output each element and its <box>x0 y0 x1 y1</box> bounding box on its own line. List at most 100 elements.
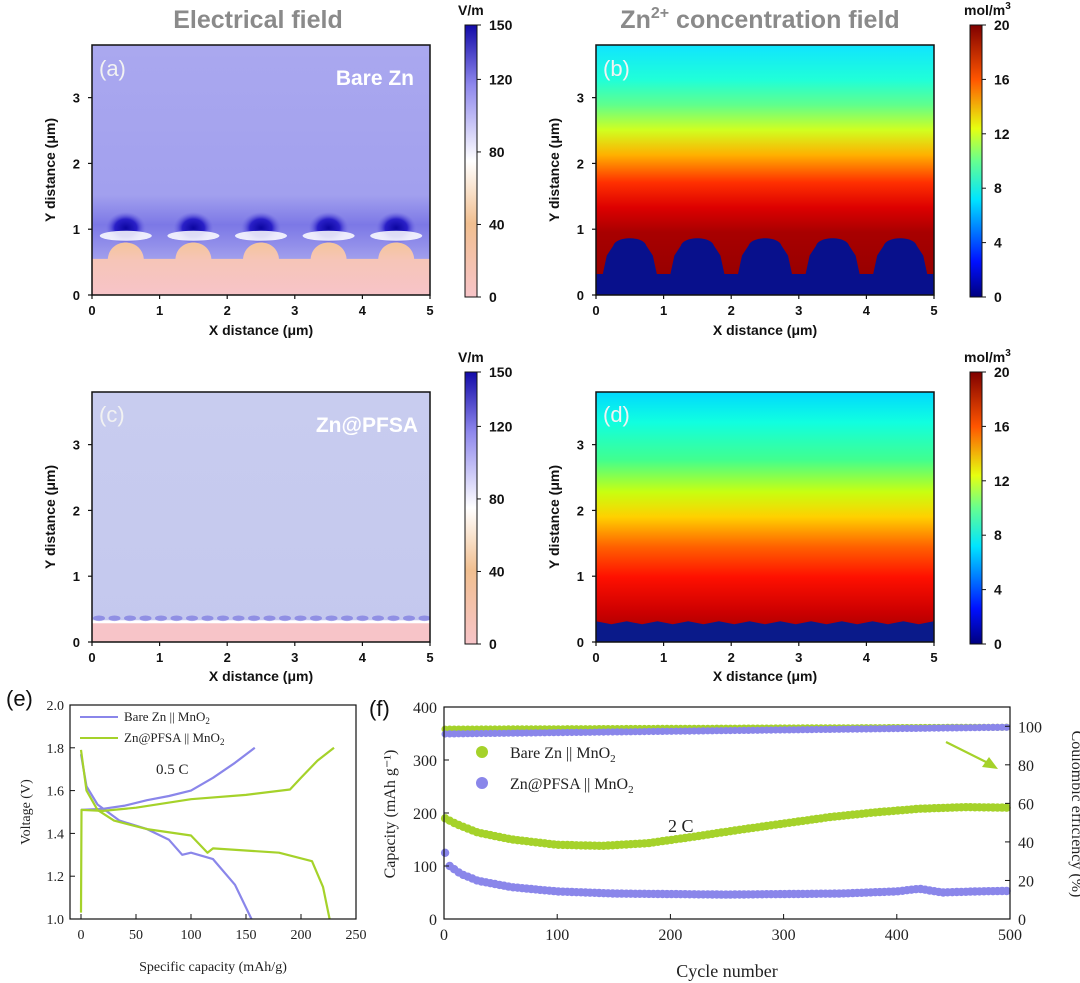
panel-e-legend-pfsa: Zn@PFSA || MnO2 <box>124 730 224 747</box>
y2-tick-label: 100 <box>1018 719 1042 736</box>
panel-b-colorbar-unit-base: mol/m <box>964 2 1005 18</box>
panel-b-colorbar-ticks: 0 4 8 12 16 20 <box>982 17 1010 305</box>
series-markers <box>440 723 1011 899</box>
x-tick-label: 4 <box>863 303 871 318</box>
panel-a-colorbar <box>464 24 478 298</box>
colorbar-tick-label: 16 <box>994 71 1010 87</box>
panel-c-label: (c) <box>99 402 125 427</box>
interface-spot <box>325 615 338 622</box>
x-tick-label: 400 <box>885 927 909 944</box>
y-tick-label: 2.0 <box>47 699 65 714</box>
interface-spot <box>155 615 167 622</box>
y-tick-label: 1 <box>73 222 80 237</box>
panel-e-rate-annotation: 0.5 C <box>156 762 189 778</box>
x-tick-label: 2 <box>224 650 231 665</box>
interface-spot <box>341 615 353 622</box>
panel-a-colorbar-ticks: 0 40 80 120 150 <box>477 17 513 305</box>
y-tick-label: 1 <box>73 569 80 584</box>
panel-f-arrow <box>945 741 998 769</box>
colorbar-tick-label: 120 <box>489 71 513 87</box>
interface-spot <box>310 615 322 622</box>
colorbar-tick-label: 12 <box>994 126 1010 142</box>
y-tick-label: 1.0 <box>47 913 65 928</box>
colorbar-tick-label: 80 <box>489 144 505 160</box>
panel-a-deposit <box>92 242 430 295</box>
y2-tick-label: 80 <box>1018 758 1034 775</box>
panel-a-annotation: Bare Zn <box>336 67 414 90</box>
panel-a: (a) Bare Zn 0 1 2 3 4 5 0 1 2 3 X distance (μm) Y… <box>42 2 513 338</box>
panel-f-plot <box>440 723 1011 899</box>
electrical-field-header: Electrical field <box>173 6 343 34</box>
panel-a-colorbar-unit: V/m <box>458 2 484 18</box>
panel-b-xlabel: X distance (μm) <box>713 322 817 338</box>
colorbar-tick-label: 150 <box>489 364 513 380</box>
panel-e-frame <box>69 704 357 920</box>
y2-tick-label: 0 <box>1018 912 1026 929</box>
panel-f-legend-bare-base: Bare Zn || MnO <box>510 745 610 762</box>
colorbar-tick-label: 80 <box>489 491 505 507</box>
panel-c-interface <box>92 615 431 642</box>
interface-spot <box>403 615 415 622</box>
panel-f-label: (f) <box>369 696 390 721</box>
panel-e-plot <box>79 746 335 920</box>
colorbar-tick-label: 0 <box>489 636 497 652</box>
y-tick-label: 0 <box>577 288 584 303</box>
x-tick-label: 500 <box>998 927 1022 944</box>
y-tick-label: 1.8 <box>47 742 65 757</box>
interface-spot <box>279 615 291 622</box>
voltage-curve-discharge <box>79 749 331 920</box>
panel-c-ylabel: Y distance (μm) <box>42 465 58 569</box>
colorbar-tick-label: 0 <box>489 289 497 305</box>
x-tick-label: 50 <box>129 928 143 943</box>
panel-f-legend-bare: Bare Zn || MnO2 <box>510 745 616 765</box>
panel-f-legend-bare-marker <box>476 746 488 758</box>
panel-f-legend-bare-sub: 2 <box>610 753 616 765</box>
concentration-field-header: Zn2+ concentration field <box>620 5 899 34</box>
interface-spot <box>217 615 229 622</box>
interface-spot <box>418 615 431 622</box>
y-tick-label: 0 <box>73 288 80 303</box>
efficiency-point <box>1003 723 1011 731</box>
panel-c-frame <box>91 391 431 643</box>
panel-f-legend-pfsa-marker <box>476 777 488 789</box>
y-tick-label: 2 <box>577 156 584 171</box>
x-tick-label: 5 <box>930 303 937 318</box>
capacity-point <box>440 848 450 857</box>
interface-spot <box>356 615 369 622</box>
panel-e: (e) 0 50 100 150 200 250 1.0 1.2 1.4 1.6 1.8 2.0 Ba… <box>6 686 367 975</box>
x-tick-label: 100 <box>181 928 202 943</box>
panel-c-axes: 0 1 2 3 4 5 0 1 2 3 <box>73 438 434 665</box>
interface-spot <box>124 615 136 622</box>
y-tick-label: 100 <box>413 859 437 876</box>
panel-f-rate-annotation: 2 C <box>668 816 694 836</box>
y-tick-label: 2 <box>577 503 584 518</box>
interface-spot <box>294 615 307 622</box>
x-tick-label: 1 <box>660 303 667 318</box>
interface-spot <box>387 615 400 622</box>
y-tick-label: 200 <box>413 806 437 823</box>
x-tick-label: 0 <box>592 303 599 318</box>
x-tick-label: 5 <box>426 650 433 665</box>
colorbar-tick-label: 20 <box>994 364 1010 380</box>
x-tick-label: 100 <box>545 927 569 944</box>
y-tick-label: 0 <box>577 635 584 650</box>
colorbar-tick-label: 120 <box>489 418 513 434</box>
panel-f-legend-pfsa-sub: 2 <box>628 784 634 796</box>
colorbar-tick-label: 150 <box>489 17 513 33</box>
field-halo <box>370 230 423 241</box>
panel-f-xlabel: Cycle number <box>676 961 777 981</box>
interface-spot <box>170 615 183 622</box>
y-tick-label: 300 <box>413 753 437 770</box>
deposit-layer <box>92 622 430 642</box>
panel-b-colorbar <box>969 24 983 298</box>
panel-e-legend-pfsa-base: Zn@PFSA || MnO <box>124 730 220 745</box>
panel-c: (c) Zn@PFSA 0 1 2 3 4 5 0 1 2 3 X distance (μm) Y… <box>42 349 513 684</box>
panel-b-frame <box>595 44 935 296</box>
panel-f-y2label: Coulombic efficiency (%) <box>1068 731 1080 898</box>
x-tick-label: 4 <box>359 650 367 665</box>
x-tick-label: 1 <box>156 303 163 318</box>
concentration-header-suffix: concentration field <box>669 6 900 34</box>
x-tick-label: 0 <box>592 650 599 665</box>
